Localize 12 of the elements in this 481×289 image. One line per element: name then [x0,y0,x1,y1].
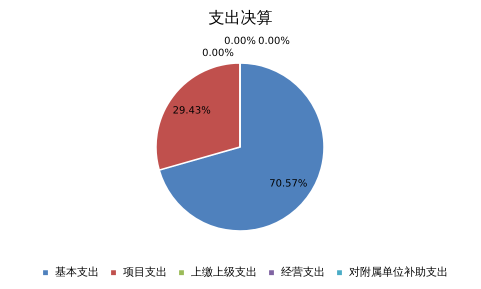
text: 0.00% [202,48,234,59]
data-label: 70.57% [269,178,308,190]
legend-label: 经营支出 [281,266,325,279]
pie-slice [158,62,325,232]
legend-label: 对附属单位补助支出 [349,266,448,279]
text: 0.00% [224,36,256,47]
legend-label: 上缴上级支出 [191,266,257,279]
legend-label: 项目支出 [123,266,167,279]
legend-label: 基本支出 [55,266,99,279]
chart-title: 支出决算 [208,8,272,27]
data-label: 29.43% [172,106,211,117]
text: 0.00% [258,36,290,47]
